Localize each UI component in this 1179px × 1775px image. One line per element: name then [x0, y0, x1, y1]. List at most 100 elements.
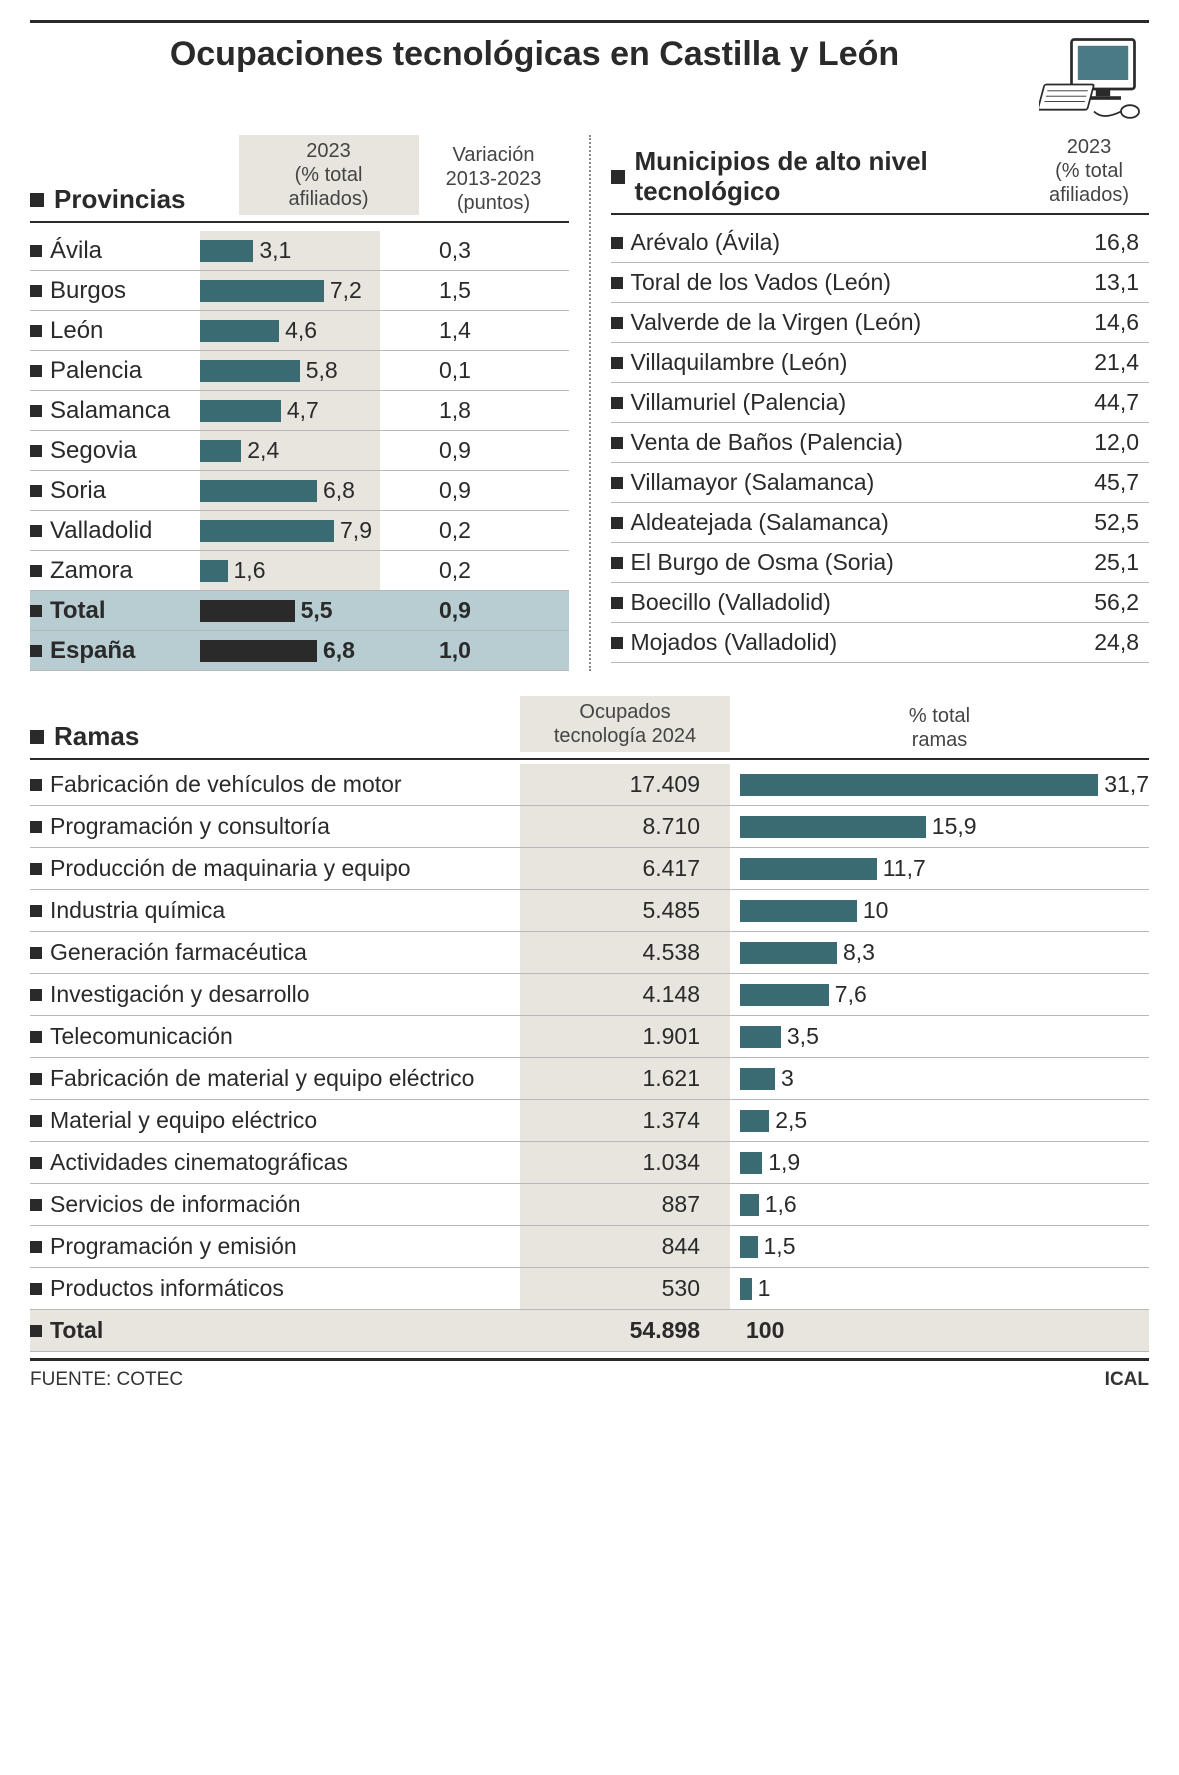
bullet-icon [611, 637, 623, 649]
muni-label: Boecillo (Valladolid) [631, 589, 831, 616]
muni-name: Villaquilambre (León) [611, 349, 1060, 376]
bullet-icon [30, 365, 42, 377]
top-section: Provincias 2023 (% total afiliados) Vari… [30, 135, 1149, 671]
municipios-row: Villaquilambre (León)21,4 [611, 343, 1150, 383]
bullet-icon [30, 1115, 42, 1127]
ramas-bar [740, 1194, 759, 1216]
ramas-bar-cell: 1 [730, 1275, 1149, 1302]
provincias-row: Ávila3,10,3 [30, 231, 569, 271]
muni-label: Villaquilambre (León) [631, 349, 848, 376]
ramas-ocup: 1.901 [520, 1016, 730, 1057]
ramas-row: Programación y emisión8441,5 [30, 1226, 1149, 1268]
ramas-bar [740, 1026, 781, 1048]
ramas-label: Actividades cinematográficas [50, 1149, 348, 1176]
prov-bar-cell: 5,5 [200, 591, 380, 630]
prov-pct: 4,7 [287, 397, 319, 424]
prov-bar [200, 600, 295, 622]
ramas-row: Investigación y desarrollo4.1487,6 [30, 974, 1149, 1016]
ramas-bar [740, 942, 837, 964]
prov-name: Burgos [30, 277, 200, 305]
municipios-title: Municipios de alto nivel tecnológico [611, 147, 1030, 207]
bullet-icon [30, 1325, 42, 1337]
ramas-row: Generación farmacéutica4.5388,3 [30, 932, 1149, 974]
provincias-row: Salamanca4,71,8 [30, 391, 569, 431]
ramas-name: Fabricación de material y equipo eléctri… [30, 1065, 520, 1092]
ramas-bar [740, 1236, 758, 1258]
ramas-total-ocup: 54.898 [520, 1310, 730, 1351]
muni-label: Villamuriel (Palencia) [631, 389, 847, 416]
bullet-icon [30, 525, 42, 537]
provincias-row: Total5,50,9 [30, 591, 569, 631]
bullet-icon [611, 317, 623, 329]
ramas-bar [740, 1110, 769, 1132]
bullet-icon [30, 1283, 42, 1295]
muni-val: 24,8 [1059, 629, 1149, 656]
ramas-label: Producción de maquinaria y equipo [50, 855, 411, 882]
prov-bar-cell: 6,8 [200, 471, 380, 510]
muni-val: 45,7 [1059, 469, 1149, 496]
footer: FUENTE: COTEC ICAL [30, 1361, 1149, 1391]
prov-var: 0,2 [380, 517, 530, 544]
prov-label: Zamora [50, 557, 133, 585]
muni-label: Villamayor (Salamanca) [631, 469, 875, 496]
ramas-bar-cell: 1,6 [730, 1191, 1149, 1218]
ramas-title: Ramas [30, 721, 520, 752]
prov-bar-cell: 7,9 [200, 511, 380, 550]
muni-name: Villamayor (Salamanca) [611, 469, 1060, 496]
prov-var: 0,9 [380, 437, 530, 464]
ramas-pct: 11,7 [883, 855, 926, 882]
ramas-total-pct: 100 [746, 1317, 784, 1344]
prov-label: España [50, 637, 135, 665]
bullet-icon [611, 557, 623, 569]
footer-credit: ICAL [1105, 1369, 1149, 1391]
bullet-icon [30, 989, 42, 1001]
ramas-ocup: 1.034 [520, 1142, 730, 1183]
prov-label: Segovia [50, 437, 137, 465]
provincias-row: Zamora1,60,2 [30, 551, 569, 591]
ramas-ocup: 887 [520, 1184, 730, 1225]
prov-pct: 4,6 [285, 317, 317, 344]
prov-bar [200, 480, 317, 502]
muni-name: Villamuriel (Palencia) [611, 389, 1060, 416]
muni-val: 16,8 [1059, 229, 1149, 256]
municipios-row: Villamuriel (Palencia)44,7 [611, 383, 1150, 423]
ramas-name: Fabricación de vehículos de motor [30, 771, 520, 798]
bullet-icon [611, 277, 623, 289]
prov-name: Valladolid [30, 517, 200, 545]
municipios-row: Aldeatejada (Salamanca)52,5 [611, 503, 1150, 543]
prov-bar [200, 520, 334, 542]
provincias-row: León4,61,4 [30, 311, 569, 351]
prov-label: Valladolid [50, 517, 152, 545]
bullet-icon [30, 193, 44, 207]
ramas-label: Productos informáticos [50, 1275, 284, 1302]
ramas-label: Servicios de información [50, 1191, 301, 1218]
ramas-bar [740, 858, 877, 880]
ramas-pct: 1,5 [764, 1233, 796, 1260]
prov-name: Zamora [30, 557, 200, 585]
ramas-pct: 3 [781, 1065, 794, 1092]
ramas-total-name: Total [30, 1317, 520, 1344]
municipios-row: Toral de los Vados (León)13,1 [611, 263, 1150, 303]
ramas-label: Material y equipo eléctrico [50, 1107, 317, 1134]
ramas-section: Ramas Ocupados tecnología 2024 % total r… [30, 696, 1149, 1352]
ramas-pct: 1,6 [765, 1191, 797, 1218]
prov-bar-cell: 1,6 [200, 551, 380, 590]
prov-pct: 3,1 [259, 237, 291, 264]
ramas-name: Actividades cinematográficas [30, 1149, 520, 1176]
title-bar: Ocupaciones tecnológicas en Castilla y L… [30, 20, 1149, 125]
ramas-label: Generación farmacéutica [50, 939, 307, 966]
ramas-bar-cell: 31,7 [730, 771, 1149, 798]
prov-bar [200, 360, 300, 382]
bullet-icon [30, 1199, 42, 1211]
provincias-header: Provincias 2023 (% total afiliados) Vari… [30, 135, 569, 223]
municipios-row: Mojados (Valladolid)24,8 [611, 623, 1150, 663]
ramas-row: Productos informáticos5301 [30, 1268, 1149, 1310]
ramas-label: Telecomunicación [50, 1023, 233, 1050]
bullet-icon [611, 597, 623, 609]
ramas-ocup: 17.409 [520, 764, 730, 805]
prov-var: 0,9 [380, 477, 530, 504]
bullet-icon [611, 517, 623, 529]
prov-name: León [30, 317, 200, 345]
muni-label: Toral de los Vados (León) [631, 269, 891, 296]
municipios-header: Municipios de alto nivel tecnológico 202… [611, 135, 1150, 215]
